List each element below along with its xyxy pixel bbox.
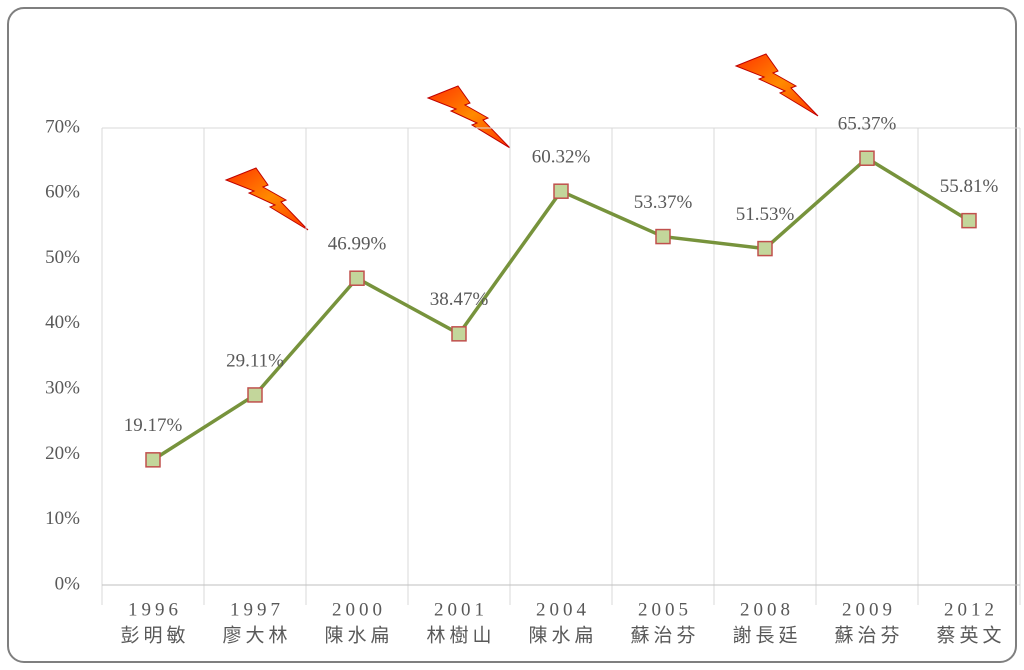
y-tick-label: 30% — [45, 378, 80, 399]
y-tick-label: 70% — [45, 116, 80, 137]
data-label: 19.17% — [124, 415, 183, 436]
data-label: 55.81% — [940, 176, 999, 197]
data-label: 51.53% — [736, 204, 795, 225]
x-tick-label: 2001 — [434, 599, 488, 620]
x-tick-label: 2009 — [842, 599, 896, 620]
y-tick-label: 20% — [45, 443, 80, 464]
x-tick-label: 蘇治芬 — [630, 624, 699, 646]
x-tick-label: 2000 — [332, 599, 386, 620]
lightning-icon — [734, 53, 819, 117]
x-tick-label: 蔡英文 — [936, 624, 1005, 646]
x-tick-label: 彭明敏 — [120, 624, 189, 646]
lightning-icon — [224, 167, 309, 231]
data-label: 38.47% — [430, 289, 489, 310]
lightning-icon — [426, 85, 511, 149]
marker — [145, 452, 161, 468]
decoration — [224, 53, 819, 231]
x-tick-label: 陳水扁 — [528, 624, 597, 646]
x-tick-label: 廖大林 — [222, 624, 291, 646]
x-tick-label: 2012 — [944, 599, 998, 620]
x-tick-label: 謝長廷 — [732, 624, 801, 646]
x-tick-label: 林樹山 — [426, 624, 495, 646]
x-tick-label: 2005 — [638, 599, 692, 620]
marker — [859, 150, 875, 166]
chart-frame — [7, 7, 1017, 663]
y-tick-label: 40% — [45, 312, 80, 333]
x-tick-label: 蘇治芬 — [834, 624, 903, 646]
y-tick-label: 10% — [45, 508, 80, 529]
y-tick-label: 50% — [45, 247, 80, 268]
x-tick-label: 2008 — [740, 599, 794, 620]
marker — [349, 270, 365, 286]
x-tick-label: 1997 — [230, 599, 284, 620]
x-tick-label: 陳水扁 — [324, 624, 393, 646]
marker — [961, 212, 977, 229]
data-label: 29.11% — [226, 350, 284, 371]
data-label: 53.37% — [634, 192, 693, 213]
y-tick-label: 0% — [55, 573, 81, 594]
marker — [655, 228, 671, 245]
data-label: 65.37% — [838, 114, 897, 135]
data-label: 60.32% — [532, 147, 591, 168]
marker — [451, 326, 467, 342]
data-label: 46.99% — [328, 234, 387, 255]
x-tick-label: 2004 — [536, 599, 590, 620]
marker — [247, 387, 263, 403]
marker — [553, 183, 569, 199]
x-tick-label: 1996 — [128, 599, 182, 620]
y-tick-label: 60% — [45, 182, 80, 203]
marker — [757, 240, 773, 257]
